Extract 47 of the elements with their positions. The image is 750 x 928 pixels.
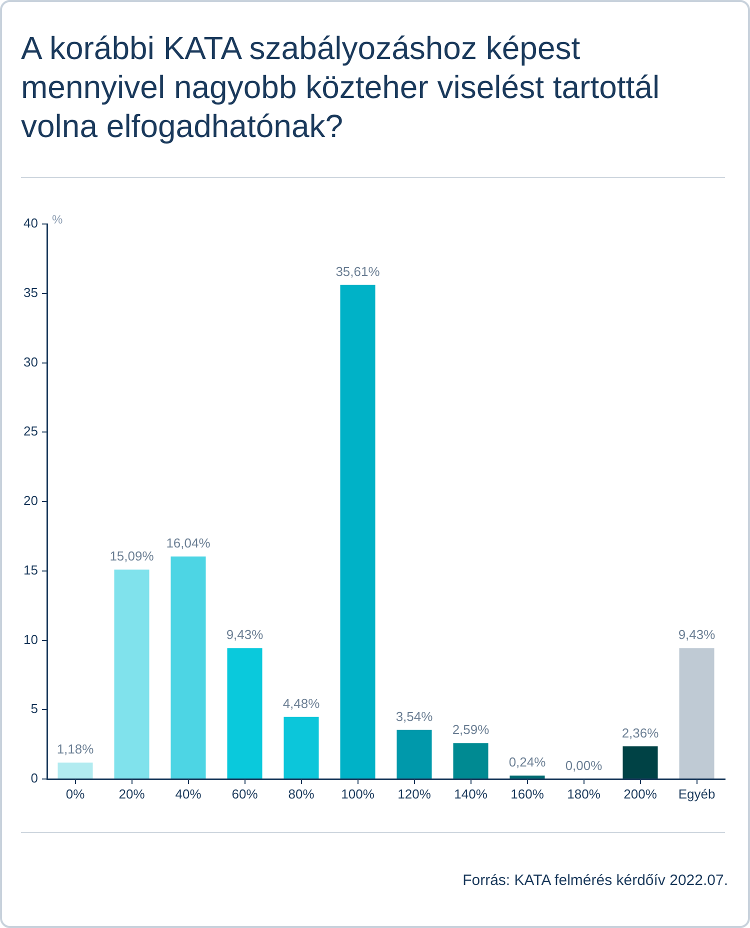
x-tick-label: Egyéb: [678, 786, 716, 802]
data-label: 0,24%: [508, 754, 546, 770]
y-tick-label: 5: [30, 701, 38, 716]
data-label: 2,36%: [622, 725, 660, 740]
bar: [340, 284, 376, 778]
x-tick-label: 60%: [232, 786, 258, 802]
y-tick-label: 20: [24, 493, 38, 508]
bar: [227, 648, 262, 778]
x-tick-label: 120%: [398, 786, 432, 802]
data-label: 9,43%: [678, 627, 716, 642]
data-label: 4,48%: [282, 696, 320, 711]
bar: [622, 746, 658, 778]
x-tick-label: 80%: [288, 786, 315, 802]
bar: [453, 743, 488, 778]
chart-title: A korábbi KATA szabályozáshoz képest mennyivel nagyobb közteher viselést tartottál volna elfogadhatónak?: [21, 29, 661, 146]
data-label: 15,09%: [110, 548, 154, 564]
x-tick-label: 100%: [341, 786, 375, 802]
y-axis-title: %: [52, 212, 63, 226]
y-tick-label: 15: [24, 562, 38, 578]
x-tick-label: 20%: [118, 786, 146, 802]
bar: [170, 556, 206, 778]
bar: [284, 716, 319, 778]
x-tick-label: 0%: [66, 786, 86, 802]
data-label: 9,43%: [226, 627, 264, 642]
y-tick-label: 35: [24, 284, 38, 300]
data-label: 35,61%: [336, 264, 380, 279]
bar: [510, 776, 545, 778]
data-label: 2,59%: [452, 722, 490, 738]
bar: [396, 730, 432, 778]
y-tick-label: 25: [24, 424, 38, 439]
x-tick-label: 140%: [454, 786, 488, 802]
x-tick-label: 40%: [175, 786, 202, 802]
x-tick-label: 160%: [510, 786, 544, 802]
x-tick-label: 180%: [567, 786, 601, 802]
data-label: 1,18%: [56, 742, 94, 757]
y-tick-label: 10: [24, 632, 38, 647]
y-tick-label: 30: [24, 354, 38, 370]
data-label: 16,04%: [166, 536, 211, 551]
text: Forrás: KATA felmérés kérdőív 2022.07.: [462, 872, 728, 889]
x-tick-label: 200%: [624, 786, 658, 802]
y-tick-label: 0: [30, 770, 38, 786]
data-label: 0,00%: [565, 758, 603, 774]
bar: [114, 570, 150, 778]
y-tick-label: 40: [24, 216, 38, 231]
bar: [58, 762, 93, 778]
data-label: 3,54%: [396, 708, 434, 724]
bar: [679, 648, 714, 778]
